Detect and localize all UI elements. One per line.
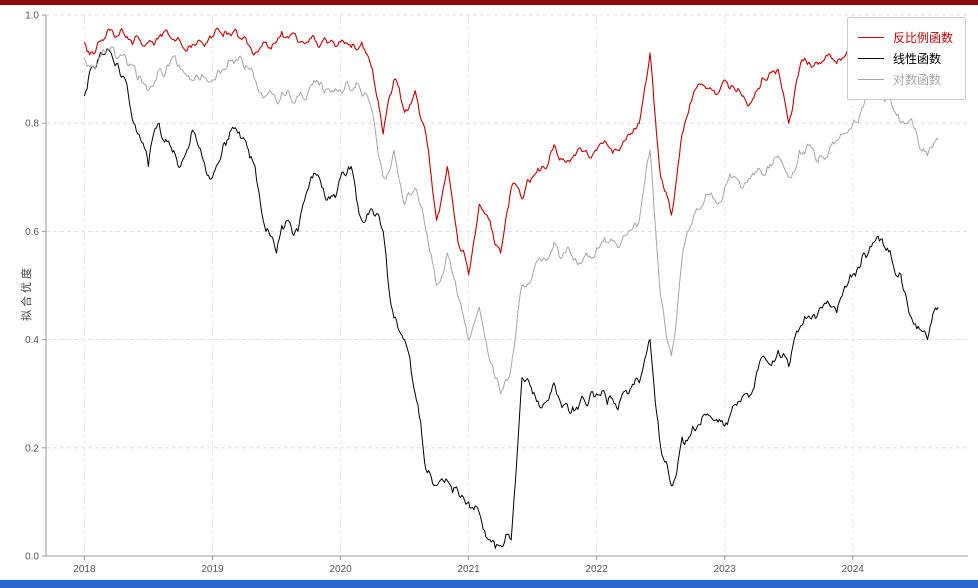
x-tick-label: 2020: [329, 564, 352, 575]
y-axis-label: 拟合优度: [21, 264, 33, 321]
x-tick-label: 2019: [201, 564, 224, 575]
y-tick-label: 0.2: [25, 443, 39, 454]
y-tick-label: 0.8: [25, 119, 39, 130]
legend-label-log: 对数函数: [892, 73, 941, 87]
legend-label-inverse: 反比例函数: [892, 31, 953, 45]
x-tick-label: 2024: [842, 564, 865, 575]
legend-item-inverse: 反比例函数: [857, 29, 953, 46]
series-line-2: [83, 46, 939, 395]
legend-swatch-inverse: [857, 37, 884, 38]
fit-goodness-chart: 0.0 0.2 0.4 0.6 0.8 1.0 2018 2019 2020 2021 2022 20…: [0, 5, 978, 580]
chart-canvas: 0.0 0.2 0.4 0.6 0.8 1.0 2018 2019 2020 2021 2022 20…: [25, 11, 968, 575]
legend-item-linear: 线性函数: [857, 50, 953, 67]
x-tick-label: 2018: [73, 564, 96, 575]
legend-item-log: 对数函数: [857, 71, 953, 88]
legend-label-linear: 线性函数: [892, 52, 941, 66]
x-tick-label: 2023: [714, 564, 737, 575]
window-top-strip[interactable]: [0, 0, 978, 5]
x-tick-label: 2021: [457, 564, 480, 575]
series-line-1: [83, 48, 939, 549]
x-tick-label: 2022: [586, 564, 609, 575]
y-tick-label: 0.4: [25, 335, 39, 346]
legend-swatch-log: [857, 79, 884, 80]
y-tick-label: 0.0: [25, 552, 39, 563]
taskbar-strip[interactable]: [0, 580, 978, 588]
legend: 反比例函数 线性函数 对数函数: [846, 17, 966, 100]
y-tick-label: 0.6: [25, 227, 39, 238]
legend-swatch-linear: [857, 58, 884, 59]
series-line-0: [83, 27, 939, 276]
y-tick-label: 1.0: [25, 11, 39, 22]
